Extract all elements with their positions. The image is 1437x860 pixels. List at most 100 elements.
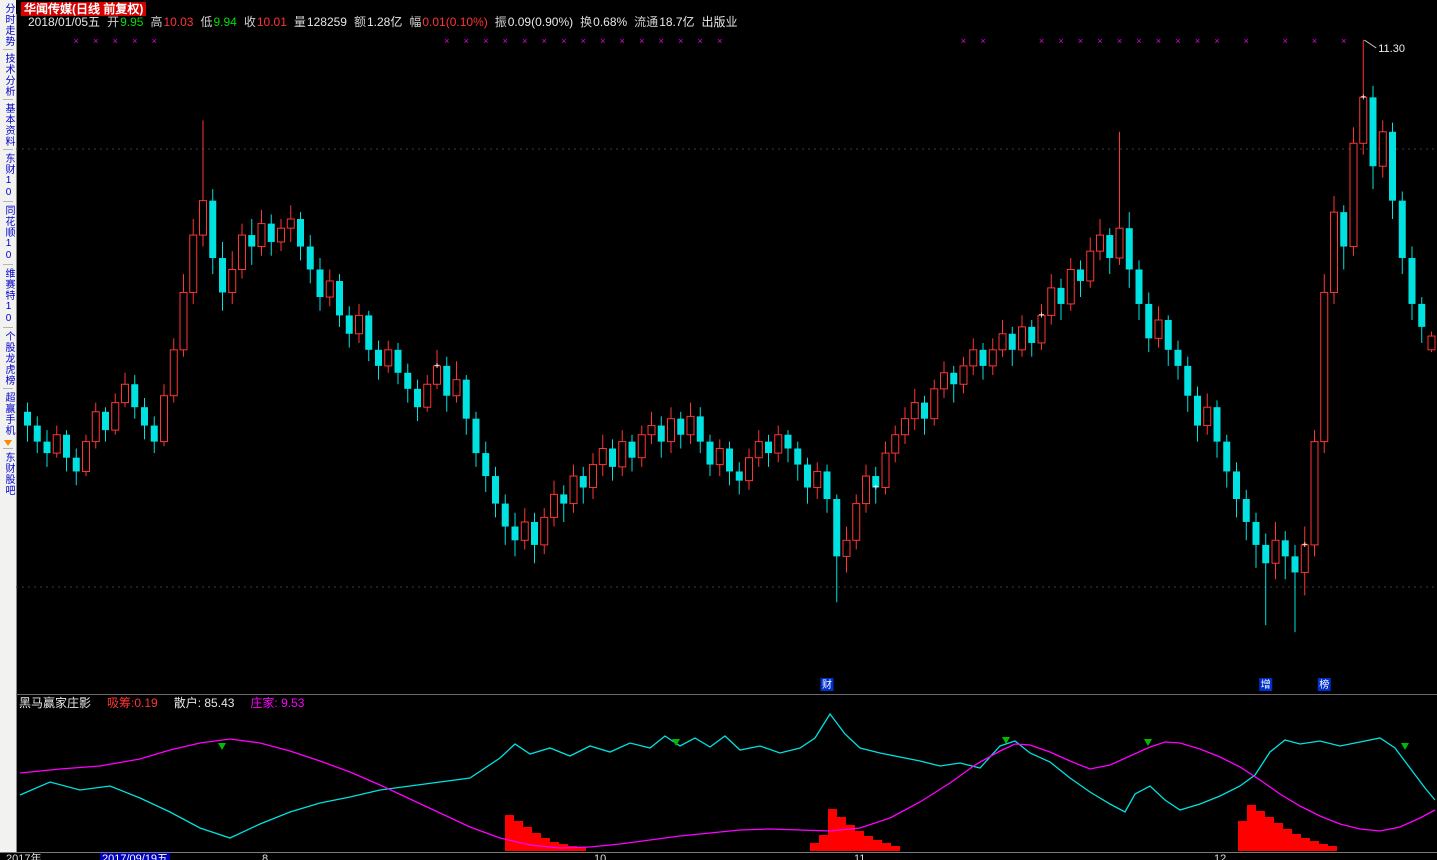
- sidebar-item-1[interactable]: 分时走势: [3, 3, 14, 47]
- candle: [1164, 315, 1172, 366]
- sidebar-item-2[interactable]: 技术分析: [3, 53, 14, 97]
- sidebar-item-4[interactable]: 东财10: [3, 153, 14, 199]
- candle: [492, 466, 499, 518]
- sidebar-divider: [3, 149, 13, 150]
- svg-text:×: ×: [1244, 36, 1249, 46]
- candle: [1203, 393, 1212, 435]
- candle: [706, 434, 714, 477]
- candle: [921, 395, 928, 435]
- candle: [316, 258, 324, 311]
- candle: [452, 361, 461, 403]
- candle: [336, 274, 343, 327]
- candle: [1066, 258, 1075, 311]
- svg-text:×: ×: [1195, 36, 1200, 46]
- candle: [988, 338, 997, 376]
- left-tab-strip: 分时走势技术分析基本资料东财10 同花顺10 维赛特10 个股龙虎榜超赢手机东财股吧: [0, 0, 17, 852]
- candle: [267, 214, 275, 256]
- sidebar-divider: [3, 448, 13, 449]
- svg-text:×: ×: [659, 36, 664, 46]
- info-value: 10.01: [256, 15, 287, 29]
- candle: [950, 365, 958, 403]
- indicator-name: 黑马赢家庄影: [19, 696, 92, 710]
- candle: [609, 439, 616, 481]
- candle: [637, 425, 646, 467]
- candle: [24, 402, 31, 442]
- title-bar: 华闻传媒(日线 前复权): [16, 0, 1437, 16]
- info-label: 额: [353, 15, 366, 29]
- svg-text:×: ×: [961, 36, 966, 46]
- svg-text:×: ×: [1136, 36, 1141, 46]
- sidebar-item-8[interactable]: 超赢手机: [3, 392, 14, 436]
- svg-text:+: +: [873, 483, 879, 494]
- sidebar-item-9[interactable]: 东财股吧: [3, 452, 14, 496]
- candle: [1349, 127, 1358, 256]
- event-badge[interactable]: 榜: [1317, 678, 1331, 691]
- candle: [72, 448, 80, 486]
- candle: [1300, 526, 1309, 596]
- indicator-value: 庄家: 9.53: [250, 696, 305, 710]
- sidebar-item-3[interactable]: 基本资料: [3, 103, 14, 147]
- svg-text:×: ×: [600, 36, 605, 46]
- candle: [1077, 260, 1084, 298]
- candle: [1096, 219, 1104, 261]
- event-badge[interactable]: 财: [820, 678, 834, 691]
- candle: [228, 251, 237, 304]
- svg-text:×: ×: [444, 36, 449, 46]
- candle: [325, 269, 334, 307]
- candle: [1252, 512, 1260, 568]
- svg-text:×: ×: [1283, 36, 1288, 46]
- info-label: 振: [494, 15, 507, 29]
- svg-text:×: ×: [639, 36, 644, 46]
- time-axis-label: 8: [262, 853, 269, 860]
- candle: [1057, 278, 1065, 320]
- candle: [540, 508, 549, 555]
- candle: [1018, 315, 1026, 357]
- candle: [511, 512, 519, 557]
- candle: [1174, 340, 1182, 380]
- svg-text:财: 财: [822, 678, 832, 691]
- candle: [1398, 191, 1406, 275]
- svg-text:×: ×: [620, 36, 625, 46]
- candle: [1233, 462, 1240, 518]
- sector-link[interactable]: 出版业: [701, 15, 738, 29]
- info-value: 9.94: [213, 15, 237, 29]
- candle: [647, 411, 656, 444]
- svg-text:×: ×: [1341, 36, 1346, 46]
- svg-text:×: ×: [483, 36, 488, 46]
- svg-text:×: ×: [152, 36, 157, 46]
- indicator-header: 黑马赢家庄影 吸筹:0.19 散户: 85.43 庄家: 9.53: [16, 695, 1437, 711]
- candle: [862, 464, 870, 513]
- sidebar-item-5[interactable]: 同花顺10: [3, 205, 14, 262]
- candle: [1340, 205, 1348, 270]
- indicator-chart[interactable]: [16, 711, 1437, 852]
- candle: [726, 441, 733, 486]
- candlestick-chart[interactable]: × × × × × × × × × × × × × × × × × × × × × × × × × × × × × × × × × × × ×++++…: [16, 30, 1437, 694]
- svg-text:×: ×: [1039, 36, 1044, 46]
- candle: [1213, 400, 1221, 458]
- candle: [131, 375, 139, 419]
- sidebar-item-6[interactable]: 维赛特10: [3, 268, 14, 325]
- svg-text:×: ×: [678, 36, 683, 46]
- candle: [345, 306, 353, 348]
- candle: [657, 416, 665, 458]
- candle: [774, 425, 783, 463]
- candle: [462, 375, 470, 435]
- candle: [141, 398, 148, 440]
- sidebar-item-7[interactable]: 个股龙虎榜: [3, 331, 14, 386]
- indicator-line-庄家: [19, 738, 1436, 849]
- time-axis-label: 12: [1214, 853, 1227, 860]
- candle: [569, 464, 578, 513]
- time-axis-label: 2017/09/19五: [100, 853, 171, 860]
- candle: [1086, 237, 1095, 288]
- candle: [443, 356, 451, 412]
- candle: [1281, 531, 1289, 580]
- plus-markers: + + + + +: [434, 92, 1366, 551]
- event-badge[interactable]: 增: [1259, 678, 1273, 691]
- candle: [804, 457, 811, 504]
- sidebar-divider: [3, 388, 13, 389]
- candle: [121, 372, 129, 408]
- candle: [423, 375, 432, 412]
- candle: [111, 393, 120, 435]
- candle: [1320, 274, 1329, 454]
- candle: [248, 219, 256, 265]
